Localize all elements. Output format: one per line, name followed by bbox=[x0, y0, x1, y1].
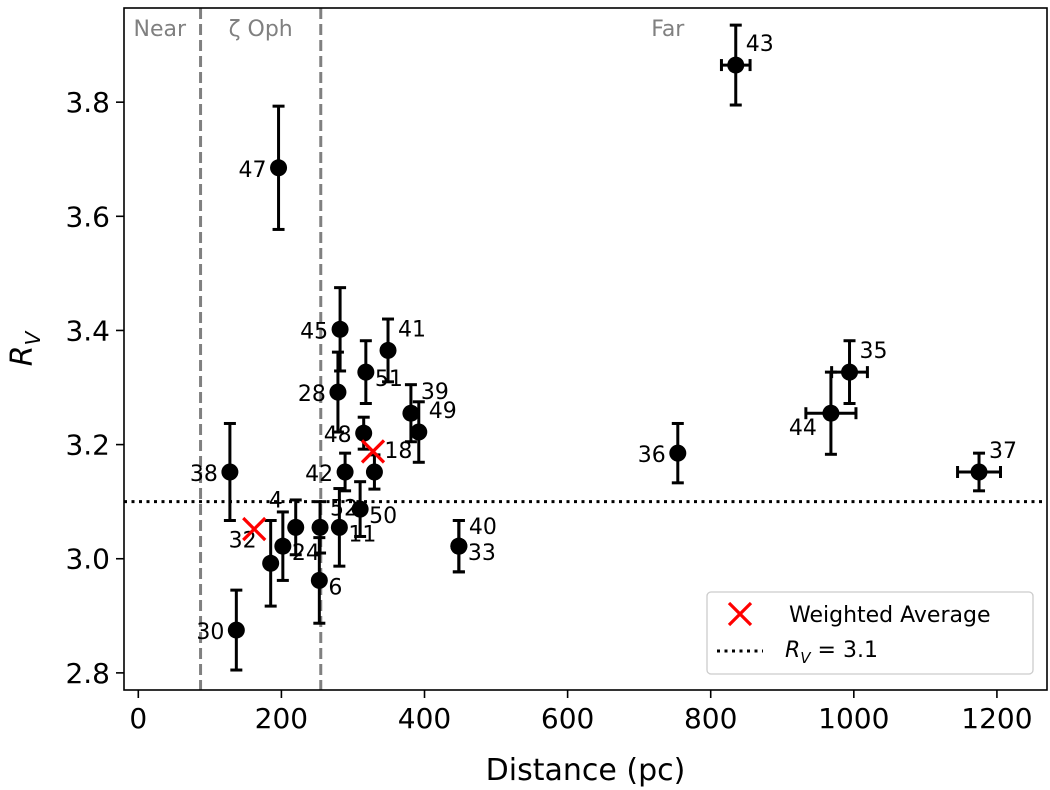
weighted-average-marker-1 bbox=[360, 439, 386, 464]
data-point-51 bbox=[357, 363, 375, 381]
point-label-39: 39 bbox=[421, 380, 449, 405]
data-point-28 bbox=[329, 383, 347, 401]
x-tick-label-600: 600 bbox=[541, 702, 594, 735]
data-point-38 bbox=[221, 463, 239, 481]
legend-ref-rest: = 3.1 bbox=[811, 638, 878, 663]
point-label-38: 38 bbox=[190, 462, 218, 487]
legend-reference-label: RV = 3.1 bbox=[785, 638, 878, 667]
legend: Weighted Average RV = 3.1 bbox=[706, 591, 1034, 675]
region-label-2: Far bbox=[651, 17, 685, 42]
data-points bbox=[221, 56, 988, 639]
y-tick-label-2.8: 2.8 bbox=[65, 657, 110, 690]
point-label-50: 50 bbox=[369, 504, 397, 529]
data-point-43 bbox=[727, 56, 745, 74]
point-label-42: 42 bbox=[305, 462, 333, 487]
x-tick-label-800: 800 bbox=[684, 702, 737, 735]
x-tick-label-1000: 1000 bbox=[818, 702, 889, 735]
data-point-30 bbox=[227, 621, 245, 639]
legend-box bbox=[706, 591, 1034, 675]
point-label-51: 51 bbox=[375, 367, 403, 392]
legend-ref-main: R bbox=[785, 638, 800, 663]
y-axis-title-sub: V bbox=[21, 330, 45, 345]
data-point-18 bbox=[365, 463, 383, 481]
x-tick-label-0: 0 bbox=[129, 702, 147, 735]
data-point-37 bbox=[970, 463, 988, 481]
region-boundaries: Near ζ Oph Far bbox=[134, 8, 685, 690]
point-label-45: 45 bbox=[300, 319, 328, 344]
point-label-28: 28 bbox=[298, 382, 326, 407]
point-label-47: 47 bbox=[239, 158, 267, 183]
plot-frame bbox=[123, 7, 1048, 691]
data-point-35 bbox=[841, 363, 859, 381]
legend-average-label: Weighted Average bbox=[789, 603, 990, 628]
y-tick-label-3.6: 3.6 bbox=[65, 200, 110, 233]
legend-average-x bbox=[727, 601, 753, 627]
legend-average-marker bbox=[727, 601, 753, 627]
y-axis-title-main: R bbox=[5, 345, 40, 366]
data-point-4 bbox=[287, 518, 305, 536]
data-point-33 bbox=[450, 537, 468, 555]
x-tick-label-200: 200 bbox=[255, 702, 308, 735]
point-label-52: 52 bbox=[330, 496, 358, 521]
point-label-44: 44 bbox=[789, 416, 817, 441]
data-point-52 bbox=[311, 518, 329, 536]
point-label-11: 11 bbox=[348, 522, 376, 547]
point-label-4: 4 bbox=[269, 488, 283, 513]
point-label-18: 18 bbox=[384, 439, 412, 464]
y-tick-label-3.2: 3.2 bbox=[65, 429, 110, 462]
point-label-36: 36 bbox=[638, 443, 666, 468]
data-point-11 bbox=[330, 518, 348, 536]
point-label-49: 49 bbox=[429, 399, 457, 424]
x-axis-title: Distance (pc) bbox=[486, 753, 686, 788]
data-point-47 bbox=[270, 159, 288, 177]
point-label-6: 6 bbox=[328, 575, 342, 600]
y-tick-label-3.8: 3.8 bbox=[65, 86, 110, 119]
data-point-48 bbox=[355, 424, 373, 442]
data-point-45 bbox=[331, 320, 349, 338]
point-label-30: 30 bbox=[196, 620, 224, 645]
data-point-32 bbox=[262, 554, 280, 572]
data-point-24 bbox=[274, 537, 292, 555]
y-tick-label-3: 3.0 bbox=[65, 543, 110, 576]
point-label-35: 35 bbox=[860, 339, 888, 364]
weighted-average-markers bbox=[242, 439, 386, 542]
data-point-42 bbox=[336, 463, 354, 481]
data-point-39 bbox=[402, 404, 420, 422]
point-label-48: 48 bbox=[324, 423, 352, 448]
region-label-1: ζ Oph bbox=[229, 17, 293, 42]
weighted-average-marker-0 bbox=[242, 516, 267, 542]
point-label-24: 24 bbox=[292, 541, 320, 566]
point-label-33: 33 bbox=[468, 541, 496, 566]
x-axis-ticks: 0 200 400 600 800 1000 1200 bbox=[129, 690, 1033, 735]
data-point-49 bbox=[410, 423, 428, 441]
point-label-37: 37 bbox=[989, 439, 1017, 464]
point-label-40: 40 bbox=[469, 515, 497, 540]
data-point-6 bbox=[310, 571, 328, 589]
point-label-43: 43 bbox=[746, 32, 774, 57]
x-tick-label-400: 400 bbox=[398, 702, 451, 735]
data-point-41 bbox=[379, 341, 397, 359]
y-tick-label-3.4: 3.4 bbox=[65, 314, 110, 347]
data-point-36 bbox=[669, 444, 687, 462]
y-axis-ticks: 2.8 3.0 3.2 3.4 3.6 3.8 bbox=[65, 86, 124, 690]
y-axis-title: RV bbox=[5, 330, 45, 366]
region-label-0: Near bbox=[134, 17, 187, 42]
x-tick-label-1200: 1200 bbox=[961, 702, 1032, 735]
point-label-41: 41 bbox=[398, 317, 426, 342]
legend-ref-sub: V bbox=[800, 649, 812, 667]
data-point-44 bbox=[822, 404, 840, 422]
data-point-50 bbox=[351, 500, 369, 518]
